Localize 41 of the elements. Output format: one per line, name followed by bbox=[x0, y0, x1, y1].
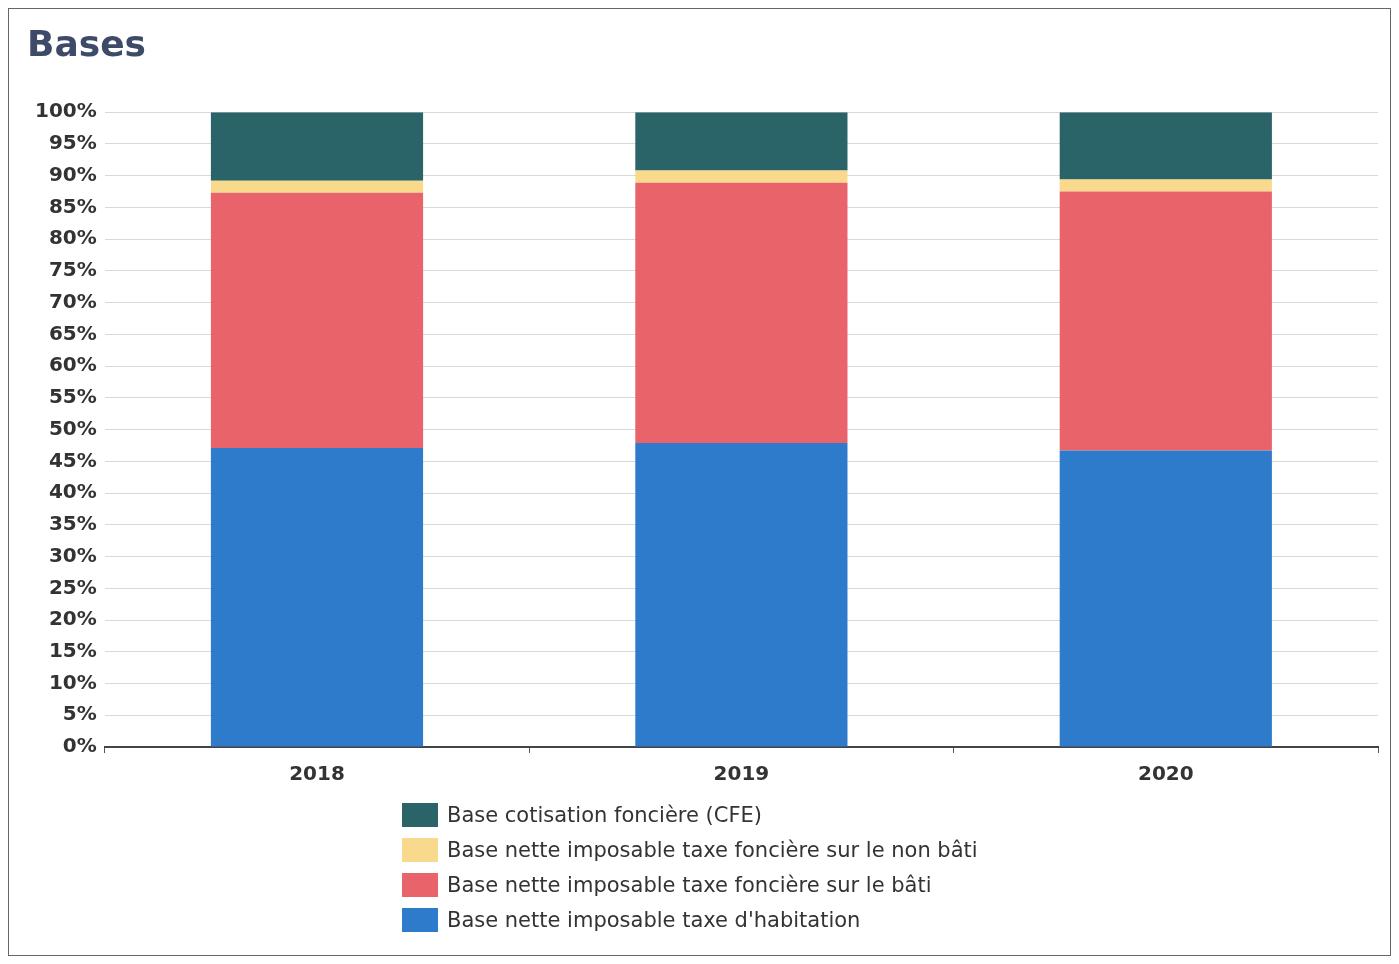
y-tick-label: 0% bbox=[62, 733, 97, 758]
bar bbox=[210, 448, 424, 747]
y-tick-label: 100% bbox=[34, 98, 97, 123]
y-tick-label: 20% bbox=[48, 606, 97, 631]
y-tick-label: 80% bbox=[48, 225, 97, 250]
bar bbox=[1059, 450, 1272, 747]
y-tick-label: 25% bbox=[48, 574, 97, 599]
y-tick-label: 70% bbox=[48, 288, 97, 313]
y-tick-label: 45% bbox=[48, 447, 97, 472]
y-tick-label: 5% bbox=[62, 701, 97, 726]
legend-label: Base cotisation foncière (CFE) bbox=[447, 803, 762, 827]
chart-title: Bases bbox=[27, 22, 147, 64]
bar bbox=[210, 180, 424, 193]
y-tick-label: 90% bbox=[48, 161, 97, 186]
bar bbox=[210, 192, 424, 449]
x-tick-label: 2019 bbox=[713, 761, 770, 786]
y-tick-label: 15% bbox=[48, 637, 97, 662]
bar bbox=[635, 112, 848, 171]
bar bbox=[635, 170, 848, 183]
y-tick-label: 50% bbox=[48, 415, 97, 440]
bar bbox=[1059, 191, 1272, 451]
bar bbox=[635, 442, 848, 747]
bar bbox=[635, 182, 848, 443]
y-tick-label: 85% bbox=[48, 193, 97, 218]
legend-label: Base nette imposable taxe foncière sur le non bâti bbox=[447, 838, 978, 862]
legend-label: Base nette imposable taxe d'habitation bbox=[447, 908, 861, 932]
y-tick-label: 75% bbox=[48, 257, 97, 282]
bar bbox=[210, 112, 424, 181]
y-tick-label: 55% bbox=[48, 384, 97, 409]
legend-label: Base nette imposable taxe foncière sur le bâti bbox=[447, 873, 932, 897]
y-tick-label: 95% bbox=[48, 130, 97, 155]
y-tick-label: 35% bbox=[48, 511, 97, 536]
y-tick-label: 60% bbox=[48, 352, 97, 377]
y-tick-label: 40% bbox=[48, 479, 97, 504]
bar bbox=[1059, 112, 1272, 180]
x-tick-label: 2020 bbox=[1137, 761, 1194, 786]
y-tick-label: 30% bbox=[48, 542, 97, 567]
y-tick-label: 10% bbox=[48, 669, 97, 694]
y-tick-label: 65% bbox=[48, 320, 97, 345]
bar bbox=[1059, 179, 1272, 192]
x-tick-label: 2018 bbox=[289, 761, 345, 786]
